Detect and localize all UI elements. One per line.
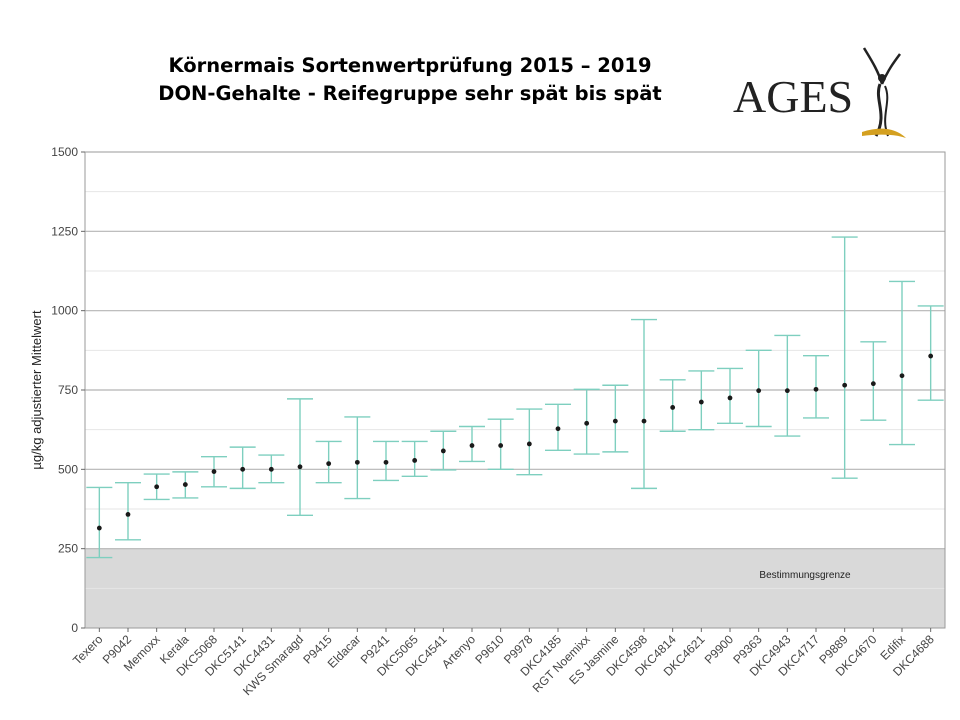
mean-point bbox=[383, 459, 389, 465]
errorbar bbox=[344, 416, 371, 500]
title-line-2: DON-Gehalte - Reifegruppe sehr spät bis … bbox=[158, 82, 662, 105]
y-tick-label: 750 bbox=[58, 383, 78, 397]
mean-point bbox=[555, 426, 561, 432]
y-tick-label: 0 bbox=[71, 621, 78, 635]
ages-logo-text: AGES bbox=[733, 71, 853, 122]
mean-point bbox=[268, 466, 274, 472]
threshold-label: Bestimmungsgrenze bbox=[759, 570, 851, 581]
x-axis: TexeroP9042MemoxxKeralaDKC5068DKC5141DKC… bbox=[70, 628, 937, 698]
y-tick-label: 1250 bbox=[51, 224, 78, 238]
errorbar bbox=[86, 486, 113, 559]
y-axis-label: µg/kg adjustierter Mittelwert bbox=[29, 310, 44, 470]
mean-point bbox=[326, 461, 332, 467]
mean-point bbox=[928, 353, 934, 359]
mean-point bbox=[498, 443, 504, 448]
mean-point bbox=[641, 418, 647, 424]
x-tick-label: P9900 bbox=[702, 632, 737, 667]
errorbar bbox=[831, 236, 858, 479]
mean-point bbox=[354, 459, 360, 465]
mean-point bbox=[899, 373, 905, 379]
errorbar bbox=[115, 481, 141, 541]
mean-point bbox=[469, 443, 475, 448]
mean-point bbox=[813, 386, 819, 392]
errorbar bbox=[287, 398, 313, 517]
title-line-1: Körnermais Sortenwertprüfung 2015 – 2019 bbox=[168, 54, 652, 77]
mean-point bbox=[182, 482, 188, 487]
mean-point bbox=[240, 466, 246, 472]
ages-logo: AGES bbox=[733, 47, 906, 138]
grid bbox=[84, 151, 946, 629]
y-tick-label: 1500 bbox=[51, 145, 78, 159]
ages-logo-figure-icon bbox=[862, 47, 906, 138]
y-tick-label: 1000 bbox=[51, 304, 78, 318]
y-axis: 0 250 500 750 1000 1250 1500 bbox=[51, 145, 85, 635]
mean-point bbox=[727, 395, 733, 401]
mean-point bbox=[698, 399, 704, 405]
errorbar bbox=[602, 384, 629, 453]
mean-point bbox=[297, 464, 303, 470]
mean-point bbox=[784, 388, 790, 394]
mean-points bbox=[96, 353, 934, 531]
y-tick-label: 250 bbox=[58, 542, 78, 556]
mean-point bbox=[870, 381, 876, 387]
y-tick-label: 500 bbox=[58, 462, 78, 476]
mean-point bbox=[756, 388, 762, 394]
errorbar bbox=[631, 318, 657, 490]
mean-point bbox=[440, 448, 446, 454]
mean-point bbox=[154, 484, 160, 490]
x-tick-label: P9610 bbox=[472, 632, 507, 667]
errorbar bbox=[774, 334, 801, 437]
mean-point bbox=[842, 382, 848, 388]
mean-point bbox=[412, 458, 418, 463]
mean-point bbox=[96, 525, 102, 531]
mean-point bbox=[526, 441, 532, 447]
mean-point bbox=[612, 418, 618, 424]
mean-point bbox=[584, 420, 590, 426]
errorbar bbox=[917, 305, 944, 401]
errorbar bbox=[803, 355, 829, 419]
chart-title: Körnermais Sortenwertprüfung 2015 – 2019… bbox=[90, 52, 730, 108]
errorbar bbox=[889, 280, 915, 446]
mean-point bbox=[211, 469, 217, 474]
x-tick-label: Texero bbox=[70, 632, 106, 668]
mean-point bbox=[670, 405, 676, 410]
mean-point bbox=[125, 511, 131, 517]
errorbar bbox=[860, 341, 887, 421]
